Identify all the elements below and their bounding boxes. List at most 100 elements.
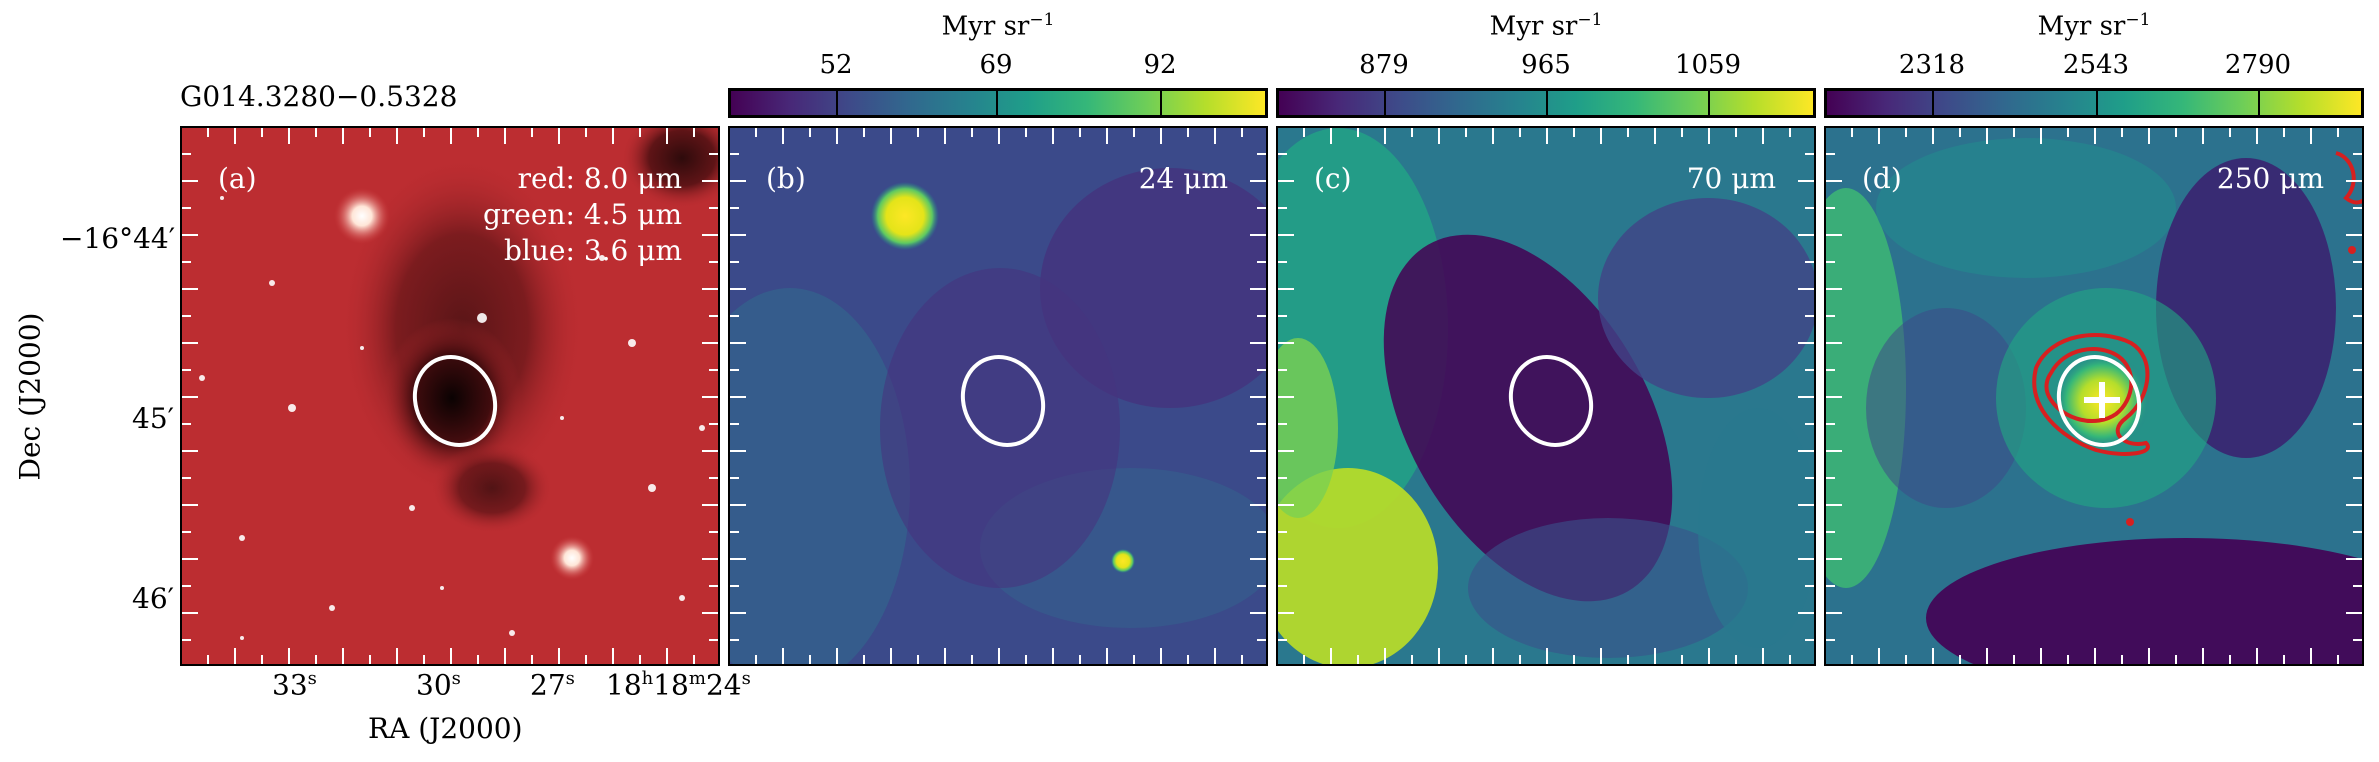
- tick-mark: [2202, 648, 2204, 664]
- tick-mark: [1214, 128, 1216, 144]
- tick-mark: [288, 648, 290, 664]
- tick-mark: [1654, 648, 1656, 664]
- tick-mark: [836, 648, 838, 664]
- tick-mark: [1878, 648, 1880, 664]
- tick-mark: [1573, 128, 1575, 137]
- tick-mark: [2283, 655, 2285, 664]
- tick-mark: [1798, 342, 1814, 344]
- tick-mark: [612, 648, 614, 664]
- tick-mark: [730, 153, 739, 155]
- tick-mark: [1492, 128, 1494, 144]
- tick-mark: [730, 531, 739, 533]
- tick-mark: [1851, 128, 1853, 137]
- 70um-map: [1278, 128, 1814, 664]
- panel-label: (d): [1862, 162, 1902, 195]
- tick-mark: [182, 504, 198, 506]
- tick-mark: [288, 128, 290, 144]
- tick-mark: [1905, 128, 1907, 137]
- panel-d-250um-image: (d) 250 μm: [1824, 126, 2364, 666]
- tick-mark: [2353, 369, 2362, 371]
- tick-mark: [1959, 128, 1961, 137]
- tick-mark: [693, 655, 695, 664]
- tick-mark: [2256, 648, 2258, 664]
- tick-mark: [1278, 180, 1294, 182]
- tick-mark: [1278, 234, 1294, 236]
- tick-mark: [1986, 128, 1988, 144]
- tick-mark: [1330, 648, 1332, 664]
- contour-overlay: [2032, 151, 2362, 526]
- tick-mark: [971, 128, 973, 137]
- tick-mark: [730, 612, 746, 614]
- tick-mark: [730, 477, 739, 479]
- tick-mark: [2013, 128, 2015, 137]
- tick-mark: [1546, 128, 1548, 144]
- tick-mark: [1932, 128, 1934, 144]
- tick-mark: [1278, 612, 1294, 614]
- contour-line: [2032, 333, 2150, 456]
- tick-mark: [730, 234, 746, 236]
- panel-a-rgb-image: (a) red: 8.0 μm green: 4.5 μm blue: 3.6 …: [180, 126, 720, 666]
- tick-mark: [1278, 531, 1287, 533]
- tick-mark: [1278, 639, 1287, 641]
- tick-mark: [1465, 655, 1467, 664]
- tick-mark: [2353, 585, 2362, 587]
- tick-mark: [1798, 288, 1814, 290]
- tick-mark: [2202, 128, 2204, 144]
- tick-mark: [1278, 504, 1294, 506]
- tick-mark: [1708, 648, 1710, 664]
- tick-mark: [182, 234, 198, 236]
- rgb-composite-image: [182, 128, 718, 664]
- tick-mark: [2094, 648, 2096, 664]
- tick-mark: [1052, 648, 1054, 664]
- tick-mark: [1278, 558, 1294, 560]
- tick-mark: [702, 504, 718, 506]
- tick-mark: [2148, 648, 2150, 664]
- tick-mark: [1257, 585, 1266, 587]
- tick-mark: [2013, 655, 2015, 664]
- tick-mark: [1257, 261, 1266, 263]
- tick-mark: [666, 128, 668, 144]
- tick-mark: [2337, 128, 2339, 137]
- tick-mark: [1826, 342, 1842, 344]
- tick-mark: [1278, 450, 1294, 452]
- tick-mark: [730, 315, 739, 317]
- tick-mark: [2353, 261, 2362, 263]
- colorbar-tick-label: 52: [819, 50, 853, 80]
- tick-mark: [782, 648, 784, 664]
- tick-mark: [702, 288, 718, 290]
- tick-mark: [1438, 128, 1440, 144]
- tick-mark: [709, 369, 718, 371]
- tick-mark: [2353, 477, 2362, 479]
- contour-line: [2335, 151, 2362, 205]
- tick-mark: [1826, 261, 1835, 263]
- tick-mark: [1519, 128, 1521, 137]
- tick-mark: [1250, 180, 1266, 182]
- tick-mark: [2175, 128, 2177, 137]
- tick-mark: [2346, 450, 2362, 452]
- tick-mark: [182, 639, 191, 641]
- tick-mark: [1257, 207, 1266, 209]
- tick-mark: [1735, 655, 1737, 664]
- tick-mark: [1805, 477, 1814, 479]
- tick-mark: [1878, 128, 1880, 144]
- tick-mark: [639, 655, 641, 664]
- tick-mark: [730, 423, 739, 425]
- tick-mark: [1384, 128, 1386, 144]
- tick-mark: [1573, 655, 1575, 664]
- tick-mark: [1762, 648, 1764, 664]
- tick-mark: [261, 128, 263, 137]
- contour-dot: [2126, 518, 2134, 526]
- tick-mark: [1826, 423, 1835, 425]
- tick-mark: [531, 655, 533, 664]
- ra-tick-label: 27s: [530, 668, 575, 702]
- tick-mark: [342, 648, 344, 664]
- tick-mark: [1241, 655, 1243, 664]
- tick-mark: [531, 128, 533, 137]
- tick-mark: [1278, 153, 1287, 155]
- tick-mark: [2353, 639, 2362, 641]
- tick-mark: [1411, 655, 1413, 664]
- tick-mark: [182, 450, 198, 452]
- colorbar-tick-label: 965: [1521, 50, 1571, 80]
- tick-mark: [1411, 128, 1413, 137]
- tick-mark: [1160, 648, 1162, 664]
